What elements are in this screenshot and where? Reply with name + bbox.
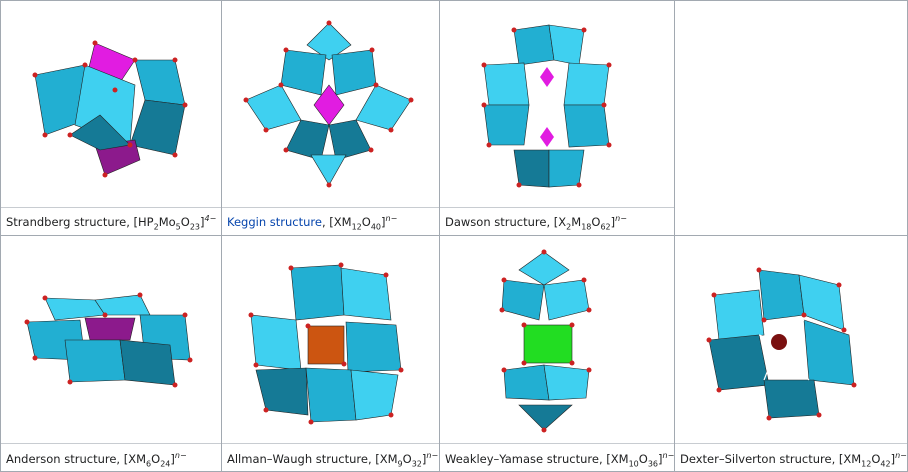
keggin-link[interactable]: Keggin structure (227, 215, 322, 229)
gallery-cell-dexter-silverton: Dexter–Silverton structure, [XM12O42]n− (674, 235, 908, 472)
dexter-silverton-structure-image[interactable] (679, 240, 885, 440)
allman-waugh-structure-image[interactable] (226, 240, 432, 440)
dexter-silverton-caption: Dexter–Silverton structure, [XM12O42]n− (680, 451, 907, 469)
anderson-caption: Anderson structure, [XM6O24]n− (6, 451, 187, 469)
dawson-caption: Dawson structure, [X2M18O62]n− (445, 214, 627, 232)
keggin-caption: Keggin structure, [XM12O40]n− (227, 214, 398, 232)
dawson-structure-image[interactable] (444, 5, 650, 205)
strandberg-caption: Strandberg structure, [HP2Mo5O23]4− (6, 214, 217, 232)
gallery-cell-strandberg: Strandberg structure, [HP2Mo5O23]4− (0, 0, 222, 236)
strandberg-structure-image[interactable] (5, 5, 215, 205)
keggin-structure-image[interactable] (226, 5, 432, 205)
weakley-yamase-structure-image[interactable] (444, 240, 650, 440)
gallery-cell-dawson: Dawson structure, [X2M18O62]n− (439, 0, 675, 236)
gallery-cell-anderson: Anderson structure, [XM6O24]n− (0, 235, 222, 472)
gallery-cell-allman-waugh: Allman–Waugh structure, [XM9O32]n− (221, 235, 440, 472)
anderson-structure-image[interactable] (5, 240, 215, 440)
weakley-yamase-caption: Weakley–Yamase structure, [XM10O36]n− (445, 451, 675, 469)
gallery-cell-weakley-yamase: Weakley–Yamase structure, [XM10O36]n− (439, 235, 675, 472)
gallery-cell-empty (674, 0, 908, 236)
allman-waugh-caption: Allman–Waugh structure, [XM9O32]n− (227, 451, 439, 469)
gallery-cell-keggin: Keggin structure, [XM12O40]n− (221, 0, 440, 236)
